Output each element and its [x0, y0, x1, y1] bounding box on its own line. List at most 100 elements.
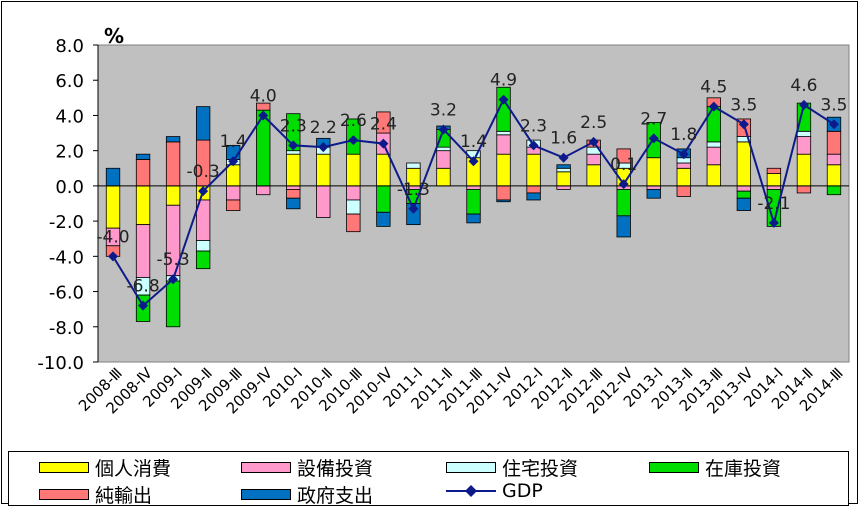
bar-segment [527, 193, 541, 200]
bar-segment [737, 198, 751, 210]
gdp-data-label: -6.8 [126, 277, 159, 297]
legend-swatch [446, 462, 496, 473]
y-tick-label: 0.0 [55, 177, 84, 198]
bar-segment [767, 186, 781, 190]
bar-segment [617, 216, 631, 237]
legend-swatch [241, 489, 291, 500]
bar-segment [136, 154, 150, 159]
bar-segment [467, 214, 481, 223]
bar-segment [707, 147, 721, 165]
bar-segment [827, 154, 841, 165]
bar-segment [347, 214, 361, 232]
gdp-data-label: -5.3 [157, 250, 190, 270]
legend-label: 個人消費 [95, 454, 171, 481]
gdp-data-label: 2.2 [310, 118, 337, 138]
legend-label: 政府支出 [297, 481, 373, 508]
bar-segment [767, 174, 781, 186]
gdp-data-label: 3.2 [430, 101, 457, 121]
bar-segment [377, 154, 391, 186]
gdp-data-label: 3.5 [730, 95, 757, 115]
bar-segment [557, 172, 571, 186]
bar-segment [226, 165, 240, 186]
bar-segment [707, 107, 721, 142]
legend-item-private-consumption: 個人消費 [39, 454, 171, 481]
bar-segment [437, 151, 451, 169]
legend-swatch [649, 462, 699, 473]
legend-item-gdp: GDP [446, 480, 543, 502]
bar-segment [557, 186, 571, 190]
gdp-data-label: 3.5 [820, 95, 847, 115]
bar-segment [527, 186, 541, 193]
gdp-data-label: 2.5 [580, 113, 607, 133]
bar-segment [797, 154, 811, 186]
y-tick-label: 2.0 [55, 142, 84, 163]
bar-segment [136, 186, 150, 225]
gdp-data-label: 2.3 [280, 116, 307, 136]
bar-segment [226, 186, 240, 200]
gdp-data-label: -1.3 [397, 180, 430, 200]
legend-label: 純輸出 [95, 481, 152, 508]
bar-segment [677, 163, 691, 168]
bar-segment [707, 165, 721, 186]
bar-segment [737, 191, 751, 198]
gdp-data-label: 4.6 [790, 76, 817, 96]
bar-segment [647, 186, 661, 190]
bar-segment [437, 168, 451, 186]
bar-segment [797, 137, 811, 155]
legend-item-housing: 住宅投資 [446, 454, 578, 481]
bar-segment [827, 186, 841, 195]
bar-segment [467, 186, 481, 190]
gdp-data-label: 4.0 [250, 86, 277, 106]
bar-segment [287, 151, 301, 155]
bar-segment [166, 281, 180, 327]
bar-segment [287, 154, 301, 186]
bar-segment [347, 154, 361, 186]
bar-segment [827, 165, 841, 186]
legend-item-government: 政府支出 [241, 481, 373, 508]
legend-item-net-exports: 純輸出 [39, 481, 152, 508]
bar-segment [497, 135, 511, 154]
legend-item-capex: 設備投資 [241, 454, 373, 481]
bar-segment [166, 142, 180, 186]
legend-swatch [39, 489, 89, 500]
gdp-data-label: -4.0 [96, 227, 129, 247]
bar-segment [196, 251, 210, 269]
y-axis-unit-label: % [104, 24, 124, 48]
gdp-data-label: 2.4 [370, 115, 397, 135]
bar-segment [136, 225, 150, 278]
gdp-data-label: 1.8 [670, 125, 697, 145]
y-tick-label: -8.0 [49, 318, 84, 339]
bar-segment [527, 154, 541, 186]
gdp-data-label: 4.5 [700, 78, 727, 98]
bar-segment [287, 198, 301, 209]
y-tick-label: 6.0 [55, 71, 84, 92]
gdp-data-label: 0.1 [610, 155, 637, 175]
bar-segment [106, 168, 120, 186]
bar-segment [196, 107, 210, 140]
gdp-data-label: 2.3 [520, 116, 547, 136]
bar-segment [106, 186, 120, 228]
y-tick-label: -6.0 [49, 283, 84, 304]
bar-segment [677, 168, 691, 186]
y-tick-label: 4.0 [55, 106, 84, 127]
bar-segment [287, 189, 301, 198]
bar-segment [497, 186, 511, 200]
bar-segment [136, 159, 150, 185]
bar-segment [347, 186, 361, 200]
bar-segment [467, 189, 481, 214]
bar-segment [737, 142, 751, 186]
bar-segment [557, 165, 571, 169]
bar-segment [377, 186, 391, 212]
legend-swatch [241, 462, 291, 473]
gdp-data-label: 2.6 [340, 111, 367, 131]
gdp-data-label: 4.9 [490, 71, 517, 91]
bar-segment [407, 163, 421, 168]
gdp-data-label: 2.7 [640, 109, 667, 129]
gdp-data-label: 1.4 [460, 132, 487, 152]
bar-segment [587, 154, 601, 165]
bar-segment [677, 186, 691, 197]
y-tick-label: -4.0 [49, 247, 84, 268]
bar-segment [557, 168, 571, 172]
bar-segment [226, 200, 240, 211]
bar-segment [497, 200, 511, 202]
